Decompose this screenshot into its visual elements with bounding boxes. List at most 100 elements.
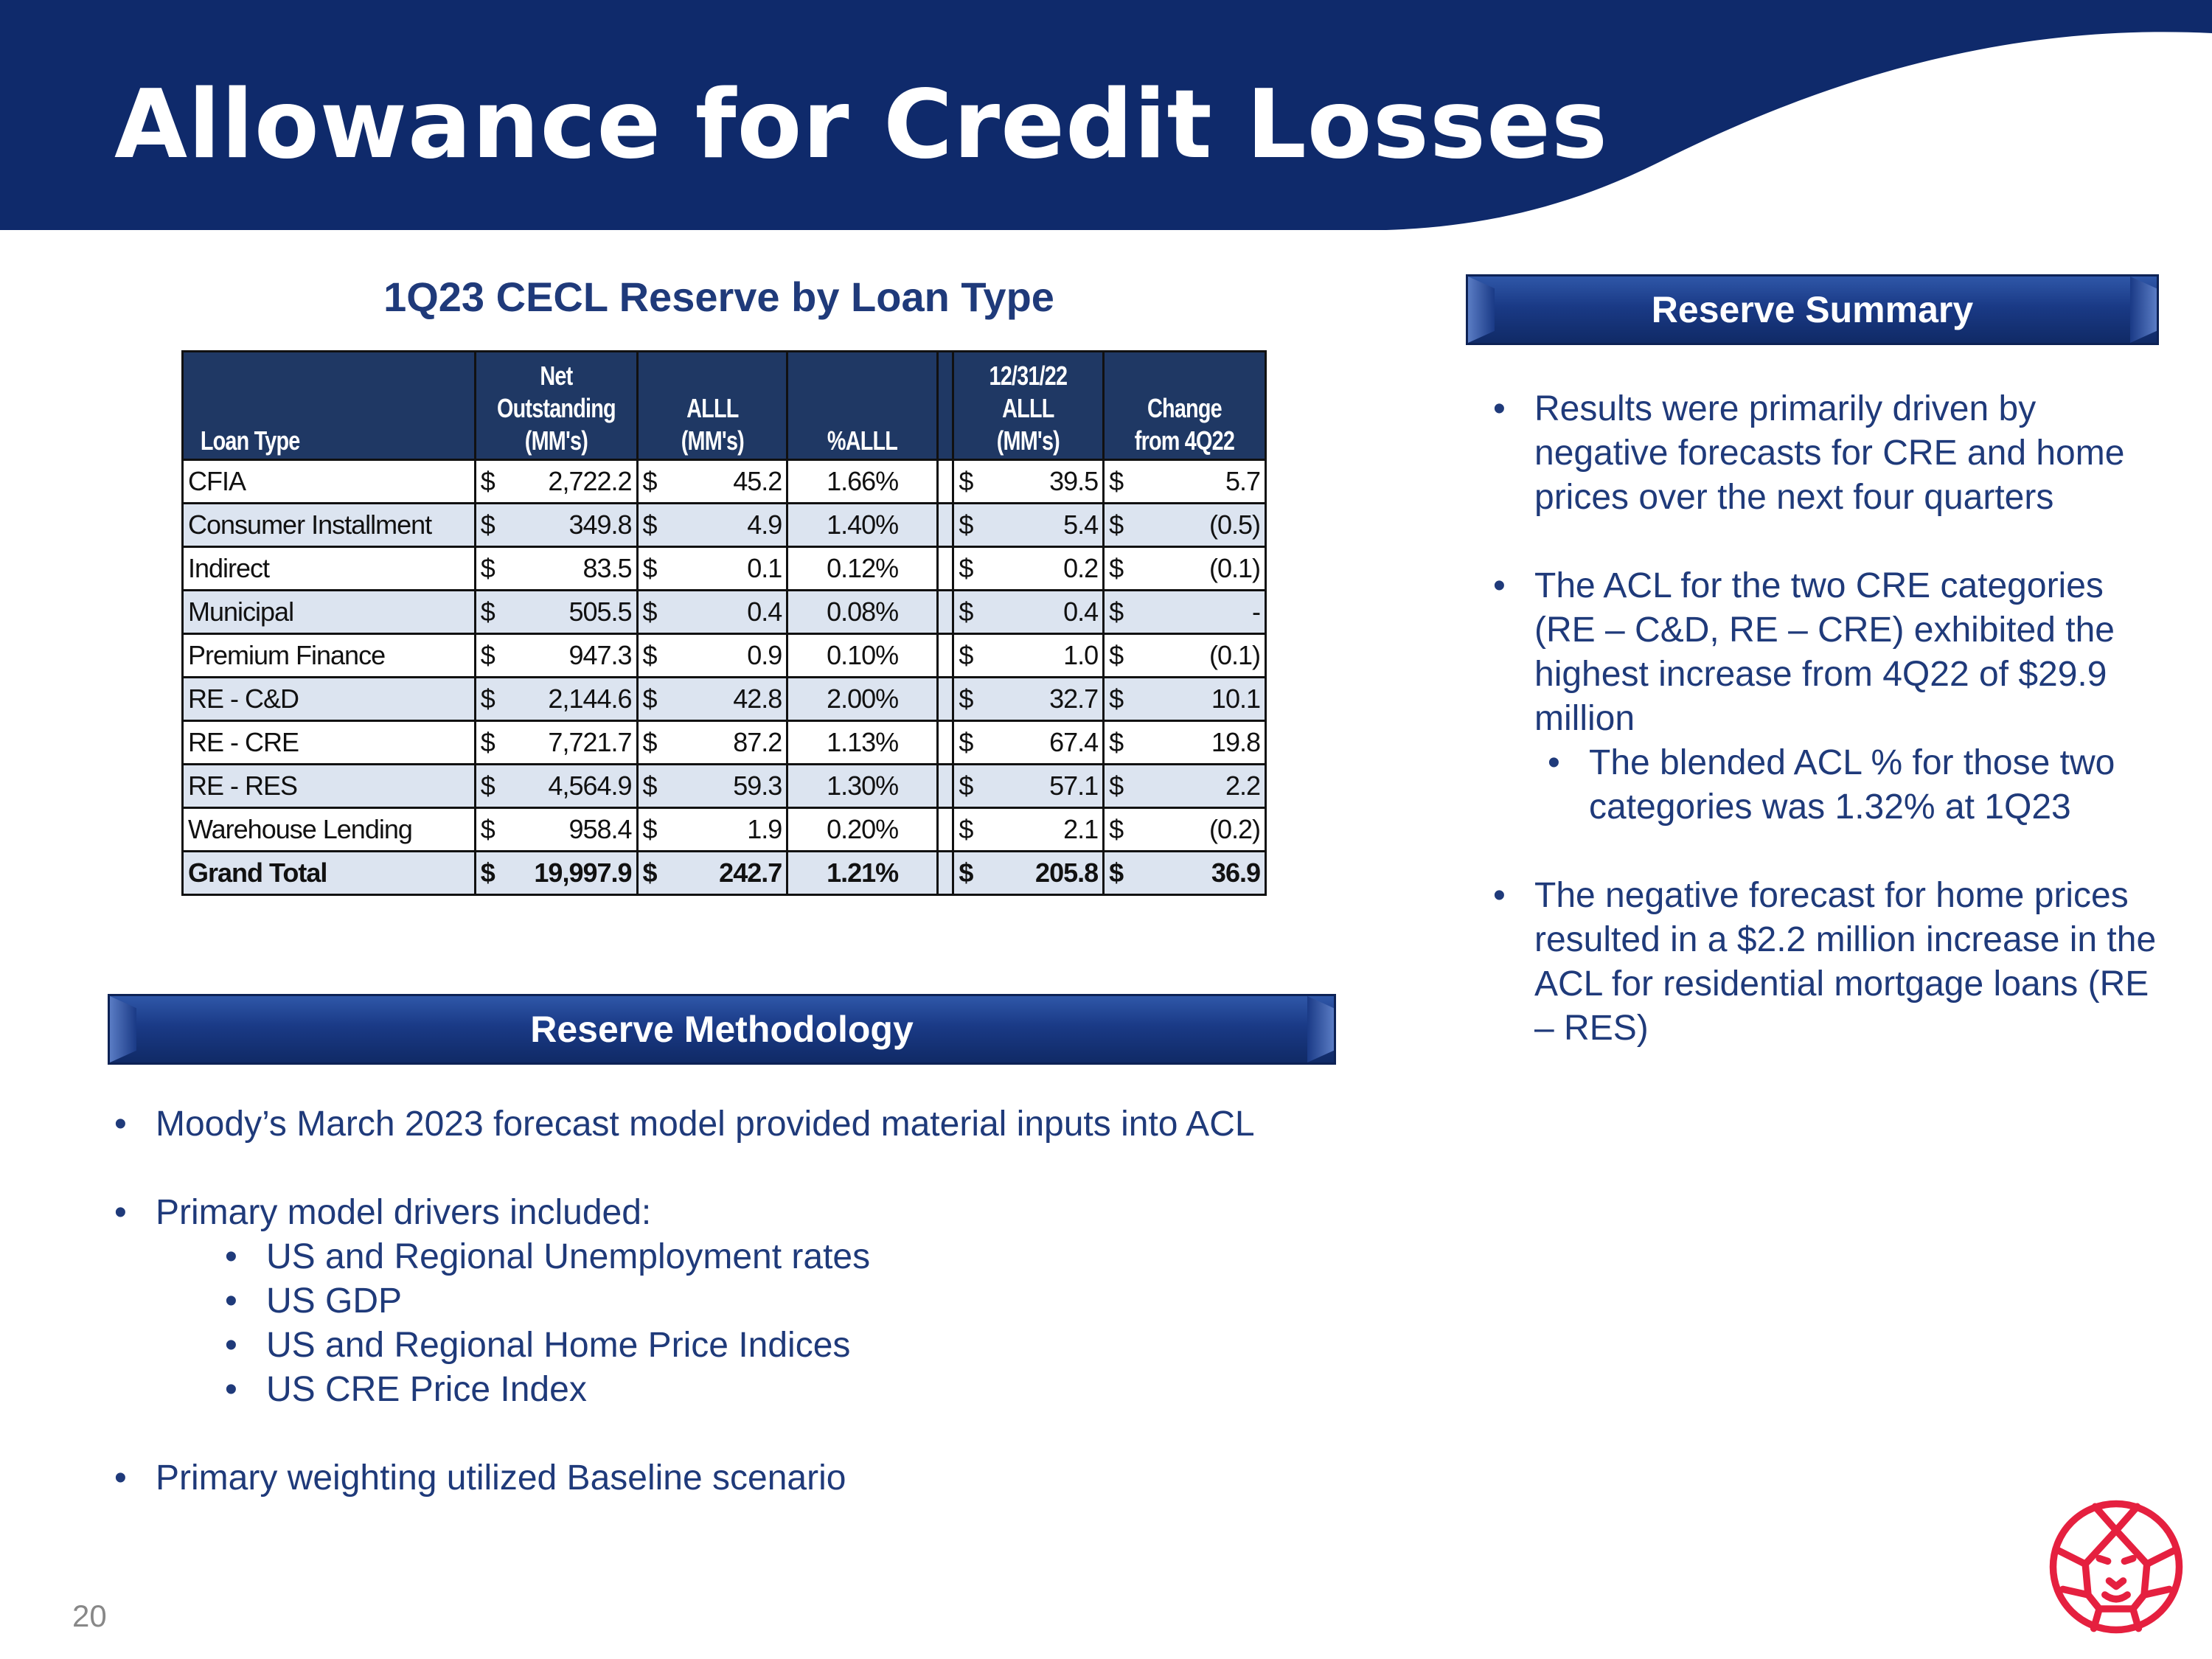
- cell-value: 42.8: [733, 684, 782, 714]
- list-item: The blended ACL % for those two categori…: [1548, 741, 2171, 830]
- list-item: The negative forecast for home prices re…: [1493, 874, 2171, 1051]
- currency-symbol: $: [480, 466, 495, 496]
- cell-value: 0.2: [1063, 553, 1099, 583]
- cell-value: 87.2: [733, 727, 782, 757]
- list-item: US GDP: [225, 1279, 1368, 1324]
- currency-symbol: $: [1109, 466, 1124, 496]
- table-cell: $83.5: [473, 546, 639, 591]
- cell-value: 947.3: [568, 640, 632, 670]
- cell-value: 32.7: [1049, 684, 1099, 714]
- cell-value: 205.8: [1035, 858, 1099, 888]
- table-cell: $0.1: [636, 546, 789, 591]
- currency-symbol: $: [1109, 640, 1124, 670]
- currency-symbol: $: [1109, 727, 1124, 757]
- currency-symbol: $: [642, 509, 658, 540]
- table-cell: $ (0.2): [1102, 807, 1267, 852]
- reserve-table: Loan Type Net Outstanding (MM's) ALLL (M…: [181, 350, 1267, 896]
- table-cell: [936, 850, 955, 896]
- currency-symbol: $: [642, 858, 658, 888]
- list-item: US CRE Price Index: [225, 1368, 1368, 1412]
- cell-value: (0.5): [1208, 509, 1261, 540]
- table-cell: $2,144.6: [473, 676, 639, 722]
- summary-bullets: Results were primarily driven by negativ…: [1493, 387, 2171, 1095]
- table-cell: [936, 720, 955, 765]
- currency-symbol: $: [480, 509, 495, 540]
- currency-symbol: $: [480, 684, 495, 714]
- table-cell: $19.8: [1102, 720, 1267, 765]
- table-row: RE - C&D $2,144.6 $42.8 2.00% $32.7 $10.1: [181, 676, 1267, 722]
- table-cell: [936, 807, 955, 852]
- table-cell: RE - C&D: [181, 676, 476, 722]
- table-cell: $7,721.7: [473, 720, 639, 765]
- table-cell: $ (0.5): [1102, 502, 1267, 548]
- table-cell: $349.8: [473, 502, 639, 548]
- table-header-row: Loan Type Net Outstanding (MM's) ALLL (M…: [181, 350, 1267, 461]
- col-label: ALLL (MM's): [681, 393, 744, 456]
- table-cell: Warehouse Lending: [181, 807, 476, 852]
- cell-value: 19,997.9: [534, 858, 632, 888]
- page-number: 20: [72, 1599, 107, 1633]
- table-total-row: Grand Total $19,997.9 $242.7 1.21% $205.8 $36…: [181, 850, 1267, 896]
- table-row: RE - RES $4,564.9 $59.3 1.30% $57.1 $2.2: [181, 763, 1267, 809]
- currency-symbol: $: [959, 553, 973, 583]
- table-cell: 0.12%: [786, 546, 939, 591]
- header-band: [0, 0, 2212, 230]
- table-cell: Municipal: [181, 589, 476, 635]
- currency-symbol: $: [1109, 858, 1124, 888]
- table-cell: $4.9: [636, 502, 789, 548]
- cell-value: 0.1: [747, 553, 782, 583]
- cell-value: 2.2: [1225, 771, 1261, 801]
- currency-symbol: $: [1109, 597, 1124, 627]
- cell-value: 2,144.6: [548, 684, 632, 714]
- cell-value: 59.3: [733, 771, 782, 801]
- cell-value: 0.4: [747, 597, 782, 627]
- currency-symbol: $: [480, 553, 495, 583]
- table-row: Warehouse Lending $958.4 $1.9 0.20% $2.1 $ (0.…: [181, 807, 1267, 852]
- cell-value: 0.4: [1063, 597, 1099, 627]
- table-cell: $ (0.1): [1102, 633, 1267, 678]
- table-cell: $1.9: [636, 807, 789, 852]
- table-cell: $0.9: [636, 633, 789, 678]
- table-cell: $5.7: [1102, 459, 1267, 504]
- page-title: Allowance for Credit Losses: [114, 70, 1609, 180]
- table-row: Premium Finance $947.3 $0.9 0.10% $1.0 $ (0.1): [181, 633, 1267, 678]
- table-title: 1Q23 CECL Reserve by Loan Type: [383, 274, 1054, 320]
- cell-value: 1.0: [1063, 640, 1099, 670]
- table-cell: $42.8: [636, 676, 789, 722]
- currency-symbol: $: [959, 858, 973, 888]
- col-prior-alll: 12/31/22 ALLL (MM's): [952, 350, 1105, 461]
- cell-value: 39.5: [1049, 466, 1099, 496]
- currency-symbol: $: [480, 814, 495, 844]
- currency-symbol: $: [480, 858, 495, 888]
- cell-value: 57.1: [1049, 771, 1099, 801]
- table-row: RE - CRE $7,721.7 $87.2 1.13% $67.4 $19.8: [181, 720, 1267, 765]
- table-cell: CFIA: [181, 459, 476, 504]
- methodology-bullets: Moody’s March 2023 forecast model provid…: [114, 1102, 1368, 1545]
- currency-symbol: $: [1109, 509, 1124, 540]
- cell-value: 45.2: [733, 466, 782, 496]
- table-row: CFIA $2,722.2 $45.2 1.66% $39.5 $5.7: [181, 459, 1267, 504]
- currency-symbol: $: [1109, 771, 1124, 801]
- table-cell: $67.4: [952, 720, 1105, 765]
- cell-value: 4,564.9: [548, 771, 632, 801]
- cell-value: 349.8: [568, 509, 632, 540]
- cell-value: 958.4: [568, 814, 632, 844]
- currency-symbol: $: [480, 771, 495, 801]
- table-cell: $242.7: [636, 850, 789, 896]
- table-cell: $45.2: [636, 459, 789, 504]
- lion-logo-icon: [2049, 1500, 2183, 1634]
- table-cell: $2.1: [952, 807, 1105, 852]
- cell-value: 7,721.7: [548, 727, 632, 757]
- col-label: %ALLL: [827, 425, 898, 456]
- currency-symbol: $: [642, 814, 658, 844]
- currency-symbol: $: [959, 466, 973, 496]
- currency-symbol: $: [959, 640, 973, 670]
- reserve-summary-title: Reserve Summary: [1651, 289, 1974, 330]
- list-item: US and Regional Home Price Indices: [225, 1324, 1368, 1368]
- table-cell: 1.30%: [786, 763, 939, 809]
- table-cell: 0.10%: [786, 633, 939, 678]
- table-cell: RE - CRE: [181, 720, 476, 765]
- col-spacer: [936, 350, 955, 461]
- cell-value: 1.9: [747, 814, 782, 844]
- table-cell: $947.3: [473, 633, 639, 678]
